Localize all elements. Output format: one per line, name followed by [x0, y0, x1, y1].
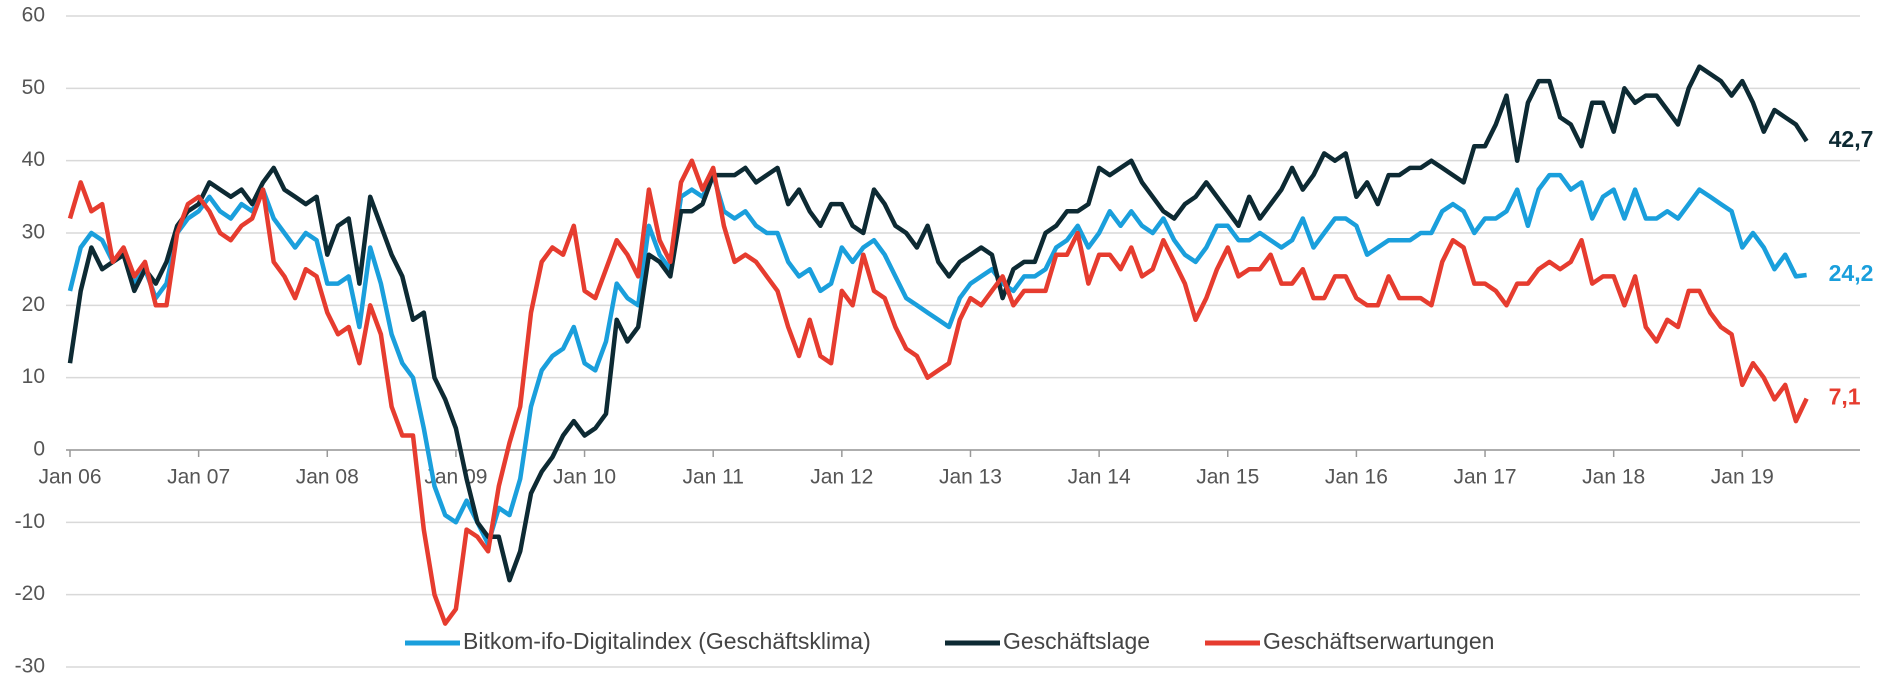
x-tick-label: Jan 16: [1325, 466, 1388, 489]
x-tick-label: Jan 15: [1196, 466, 1259, 489]
x-tick-label: Jan 11: [682, 466, 744, 489]
x-tick-label: Jan 09: [424, 466, 487, 489]
series-line: [67, 172, 1807, 547]
series-line: [67, 64, 1809, 583]
x-tick-label: Jan 14: [1068, 466, 1131, 489]
x-tick-label: Jan 19: [1711, 466, 1774, 489]
y-tick-label: 10: [22, 365, 45, 388]
y-tick-label: -20: [15, 582, 45, 605]
legend-label: Geschäftslage: [1003, 628, 1150, 654]
x-tick-label: Jan 06: [38, 466, 101, 489]
x-tick-label: Jan 12: [810, 466, 873, 489]
y-tick-label: 20: [22, 293, 45, 316]
y-tick-label: -10: [15, 510, 45, 533]
x-tick-label: Jan 18: [1582, 466, 1645, 489]
x-tick-label: Jan 08: [296, 466, 359, 489]
legend-label: Bitkom-ifo-Digitalindex (Geschäftsklima): [463, 628, 871, 654]
end-label: 42,7: [1829, 126, 1874, 152]
y-tick-label: 40: [22, 148, 45, 171]
y-tick-label: 50: [22, 76, 45, 99]
x-tick-label: Jan 10: [553, 466, 616, 489]
legend-label: Geschäftserwartungen: [1263, 628, 1494, 654]
series-line: [67, 158, 1809, 626]
x-tick-label: Jan 07: [167, 466, 230, 489]
y-tick-label: 60: [22, 4, 45, 27]
x-tick-label: Jan 17: [1454, 466, 1517, 489]
y-tick-label: -30: [15, 655, 45, 673]
end-label: 7,1: [1829, 384, 1861, 410]
y-tick-label: 0: [33, 438, 45, 461]
x-tick-label: Jan 13: [939, 466, 1002, 489]
y-tick-label: 30: [22, 221, 45, 244]
end-label: 24,2: [1829, 260, 1874, 286]
